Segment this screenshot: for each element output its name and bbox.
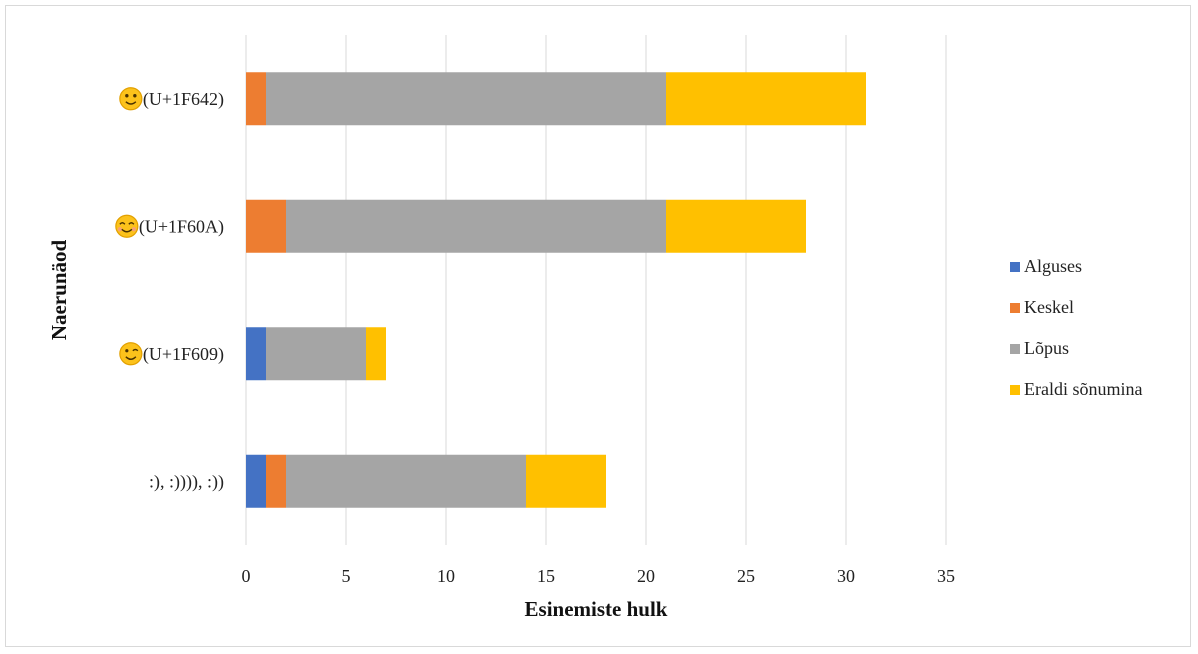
bar-eraldi-sõnumina-2 [666,199,806,253]
legend-label: Alguses [1024,256,1082,276]
bars [246,72,866,508]
x-tick-label: 25 [737,566,755,586]
legend-label: Lõpus [1024,338,1069,358]
legend-swatch [1010,385,1020,395]
y-tick-label: :), :)))), :)) [149,471,224,492]
legend-swatch [1010,262,1020,272]
bar-lõpus-1 [266,327,366,381]
legend-swatch [1010,303,1020,313]
bar-alguses-1 [246,327,266,381]
x-tick-label: 0 [242,566,251,586]
bar-keskel-0 [266,454,286,508]
legend-swatch [1010,344,1020,354]
y-tick-label: (U+1F609) [143,344,224,365]
x-tick-label: 20 [637,566,655,586]
bar-eraldi-sõnumina-1 [366,327,386,381]
bar-lõpus-0 [286,454,526,508]
legend: Alguses Keskel Lõpus Eraldi sõnumina [1010,256,1142,399]
smiling-eyes-emoji-icon [115,214,139,238]
bar-eraldi-sõnumina-0 [526,454,606,508]
bar-alguses-0 [246,454,266,508]
x-tick-label: 35 [937,566,955,586]
bar-keskel-3 [246,72,266,126]
y-tick-labels: :), :)))), :)) (U+1F609) (U+1F60A) (U+1F642… [115,87,224,492]
bar-eraldi-sõnumina-3 [666,72,866,126]
x-tick-label: 15 [537,566,555,586]
legend-label: Keskel [1024,297,1074,317]
x-tick-label: 30 [837,566,855,586]
x-tick-labels: 0 5 10 15 20 25 30 35 [242,566,956,586]
y-tick-label: (U+1F60A) [139,216,224,237]
bar-lõpus-2 [286,199,666,253]
y-axis-title: Naerunäod [47,240,71,341]
slight-smile-emoji-icon [119,87,143,111]
x-axis-title: Esinemiste hulk [525,597,668,621]
bar-keskel-2 [246,199,286,253]
x-tick-label: 10 [437,566,455,586]
legend-label: Eraldi sõnumina [1024,379,1142,399]
y-tick-label: (U+1F642) [143,89,224,110]
x-tick-label: 5 [342,566,351,586]
bar-lõpus-3 [266,72,666,126]
wink-emoji-icon [119,342,143,366]
